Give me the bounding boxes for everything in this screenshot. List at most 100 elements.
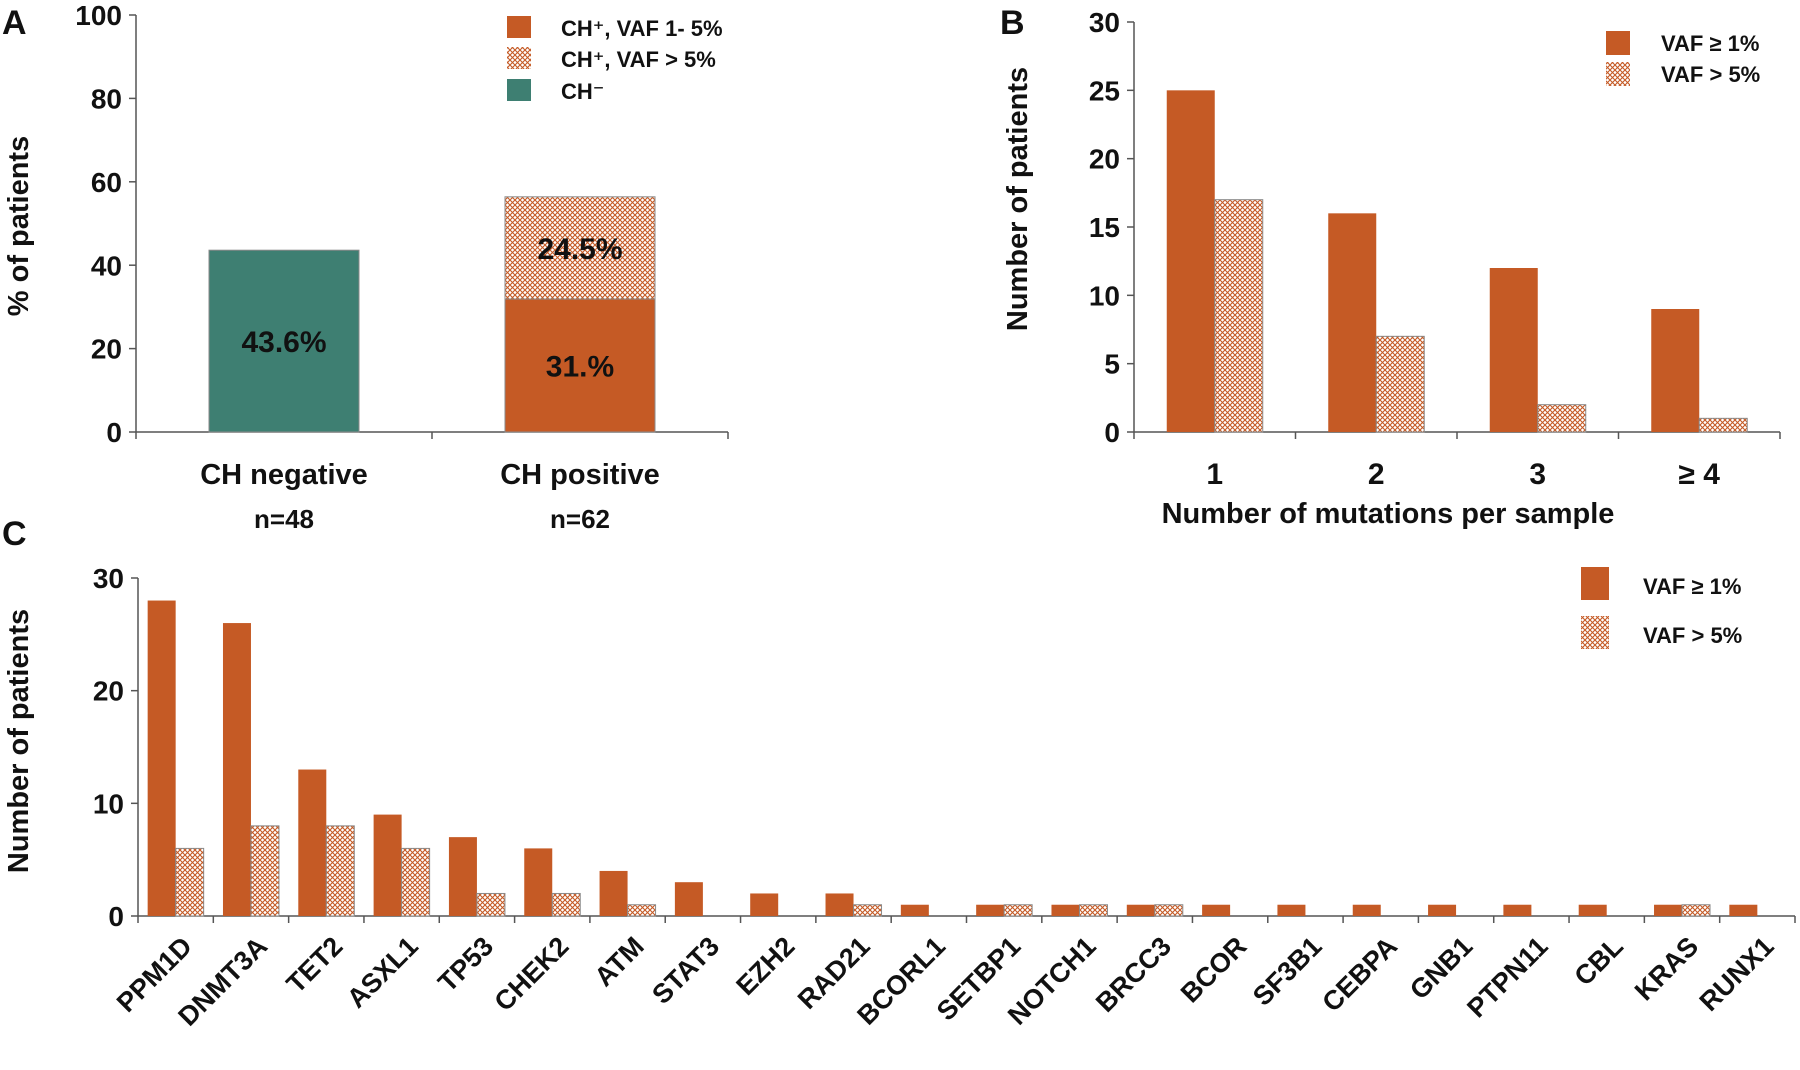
- panel-c-y-tick-label: 0: [108, 901, 124, 932]
- bar-tp53-vaf-gte-1: [448, 837, 477, 916]
- category-label-brcc3: BRCC3: [1090, 931, 1177, 1018]
- panel-b-y-tick-label: 10: [1089, 280, 1120, 311]
- panel-a-legend: CH⁺, VAF 1- 5% CH⁺, VAF > 5% CH⁻: [507, 16, 723, 104]
- bar-bcorl1-vaf-gte-1: [900, 904, 929, 916]
- legend-swatch-ch-pos-high: [507, 47, 531, 69]
- category-label-gnb1: GNB1: [1404, 931, 1478, 1005]
- bar-ch-positive-ch-vaf-1-5: [504, 298, 656, 433]
- bar-setbp1-vaf-5: [1003, 904, 1033, 917]
- panel-b-legend: VAF ≥ 1% VAF > 5%: [1606, 31, 1760, 87]
- bar-2-vaf-5: [1375, 335, 1425, 433]
- category-label-runx1: RUNX1: [1694, 931, 1780, 1017]
- legend-swatch-vaf-5: [1581, 616, 1609, 649]
- panel-b-y-tick-label: 15: [1089, 212, 1120, 243]
- category-label-atm: ATM: [589, 931, 650, 992]
- bar-ppm1d-vaf-gte-1: [147, 600, 176, 916]
- panel-a-y-tick-label: 60: [91, 167, 122, 198]
- category-sublabel-ch-positive: n=62: [550, 504, 610, 534]
- bar-ch-positive-ch-vaf-5: [504, 196, 656, 300]
- category-label-stat3: STAT3: [646, 931, 725, 1010]
- category-sublabel-ch-negative: n=48: [254, 504, 314, 534]
- bar-1-vaf-gte-1: [1166, 90, 1215, 432]
- bar-brcc3-vaf-5: [1154, 904, 1184, 917]
- panel-b-y-tick-label: 25: [1089, 75, 1120, 106]
- bar-tp53-vaf-5: [476, 892, 506, 917]
- bar-cebpa-vaf-gte-1: [1352, 904, 1381, 916]
- category-label-gte-4: ≥ 4: [1679, 458, 1721, 491]
- panel-b-y-tick-label: 20: [1089, 144, 1120, 175]
- panel-a-y-tick-label: 100: [75, 0, 122, 31]
- panel-a-y-tick-label: 80: [91, 83, 122, 114]
- bar-gte-4-vaf-gte-1: [1651, 309, 1700, 432]
- panel-letter-c: C: [2, 515, 27, 553]
- bar-notch1-vaf-gte-1: [1051, 904, 1080, 916]
- panel-b-x-axis-title: Number of mutations per sample: [1162, 498, 1615, 530]
- bar-cbl-vaf-gte-1: [1578, 904, 1607, 916]
- panel-b-y-tick-label: 0: [1104, 417, 1120, 448]
- panel-c-y-axis-title: Number of patients: [3, 609, 35, 873]
- bar-sf3b1-vaf-gte-1: [1277, 904, 1306, 916]
- bar-tet2-vaf-gte-1: [298, 769, 327, 916]
- category-label-2: 2: [1368, 458, 1385, 491]
- panel-a-y-tick-label: 0: [106, 417, 122, 448]
- bar-ezh2-vaf-gte-1: [750, 893, 779, 916]
- bar-chek2-vaf-gte-1: [524, 848, 553, 916]
- legend-swatch-vaf-5: [1606, 62, 1630, 86]
- bar-rad21-vaf-gte-1: [825, 893, 854, 916]
- bar-runx1-vaf-gte-1: [1729, 904, 1758, 916]
- category-label-ch-negative: CH negative: [200, 459, 368, 491]
- panel-b-y-axis-title: Number of patients: [1002, 67, 1034, 331]
- bar-rad21-vaf-5: [853, 904, 883, 917]
- legend-label-vaf-5: VAF > 5%: [1661, 62, 1760, 87]
- category-label-ch-positive: CH positive: [500, 459, 660, 491]
- bar-asxl1-vaf-5: [401, 847, 431, 917]
- bar-asxl1-vaf-gte-1: [373, 814, 402, 916]
- legend-swatch-ch-pos-low: [507, 16, 531, 38]
- bar-3-vaf-gte-1: [1489, 268, 1538, 432]
- legend-label-ch-pos-high: CH⁺, VAF > 5%: [561, 47, 716, 72]
- category-label-1: 1: [1206, 458, 1223, 491]
- bar-brcc3-vaf-gte-1: [1126, 904, 1155, 916]
- panel-c-y-tick-label: 10: [93, 788, 124, 819]
- bar-label-ch-positive-ch-vaf-5: 24.5%: [537, 233, 622, 266]
- bar-atm-vaf-5: [627, 904, 657, 917]
- category-label-asxl1: ASXL1: [341, 931, 424, 1014]
- panel-c-y-tick-label: 20: [93, 676, 124, 707]
- bar-chek2-vaf-5: [551, 892, 581, 917]
- panel-b-y-tick-label: 5: [1104, 349, 1120, 380]
- bar-tet2-vaf-5: [325, 825, 355, 917]
- bar-1-vaf-5: [1214, 199, 1264, 433]
- panel-c-chart: Number of patients VAF ≥ 1% VAF > 5% 0 10…: [3, 563, 1796, 1032]
- category-label-chek2: CHEK2: [489, 931, 575, 1017]
- panel-a-y-axis-title: % of patients: [3, 136, 35, 316]
- bar-atm-vaf-gte-1: [599, 870, 628, 916]
- category-label-3: 3: [1529, 458, 1546, 491]
- panel-b-chart: Number of patients Number of mutations p…: [1002, 7, 1781, 530]
- bar-ch-negative-ch: [208, 249, 360, 433]
- legend-label-ch-pos-low: CH⁺, VAF 1- 5%: [561, 16, 723, 41]
- bar-kras-vaf-gte-1: [1654, 904, 1683, 916]
- bar-dnmt3a-vaf-gte-1: [222, 623, 251, 916]
- category-label-sf3b1: SF3B1: [1247, 931, 1328, 1012]
- legend-label-vaf-5: VAF > 5%: [1643, 623, 1742, 648]
- bar-setbp1-vaf-gte-1: [976, 904, 1005, 916]
- category-label-ezh2: EZH2: [730, 931, 800, 1001]
- category-label-ptpn11: PTPN11: [1461, 931, 1553, 1023]
- category-label-cebpa: CEBPA: [1316, 931, 1403, 1018]
- panel-c-y-tick-label: 30: [93, 563, 124, 594]
- panel-b-y-tick-label: 30: [1089, 7, 1120, 38]
- bar-kras-vaf-5: [1681, 904, 1711, 917]
- legend-label-vaf-1: VAF ≥ 1%: [1643, 574, 1741, 599]
- bar-gnb1-vaf-gte-1: [1428, 904, 1457, 916]
- bar-stat3-vaf-gte-1: [674, 882, 703, 916]
- bar-3-vaf-5: [1537, 404, 1587, 433]
- panel-a-chart: % of patients CH⁺, VAF 1- 5% CH⁺, VAF > …: [3, 0, 729, 534]
- legend-swatch-vaf-1: [1606, 31, 1630, 55]
- bar-ptpn11-vaf-gte-1: [1503, 904, 1532, 916]
- panel-c-legend: VAF ≥ 1% VAF > 5%: [1581, 567, 1742, 649]
- category-label-tet2: TET2: [281, 931, 349, 999]
- bar-gte-4-vaf-5: [1698, 417, 1748, 433]
- panel-letter-a: A: [2, 4, 27, 42]
- bar-label-ch-positive-ch-vaf-1-5: 31.%: [546, 350, 614, 383]
